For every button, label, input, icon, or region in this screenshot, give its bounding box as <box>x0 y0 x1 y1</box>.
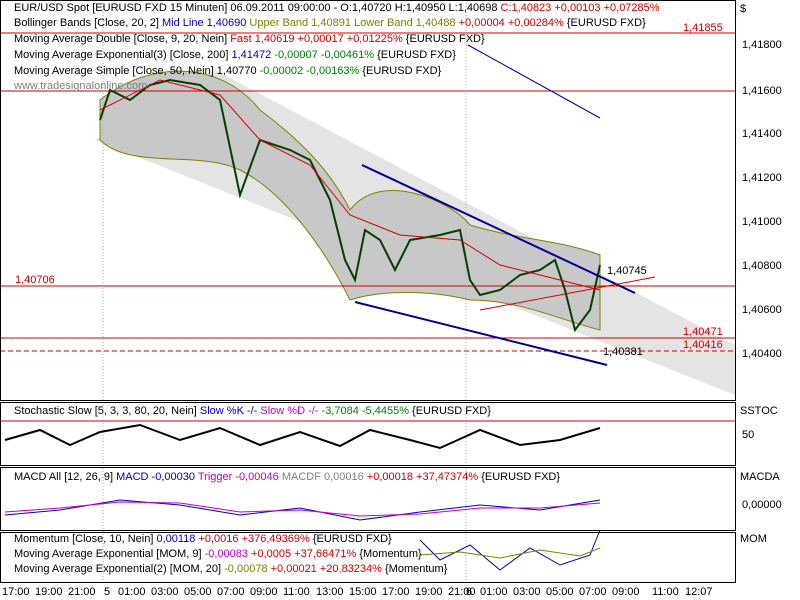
axis-label: 0,00000 <box>742 499 782 511</box>
time-label: 13:00 <box>316 586 344 598</box>
momentum-average <box>419 547 601 559</box>
level-labels: 1,41855 1,40706 1,40745 1,40471 1,40416 … <box>15 22 723 358</box>
time-label: 19:00 <box>35 586 63 598</box>
panel-name: SSTOC <box>740 405 778 417</box>
axis-label: 1,41200 <box>742 172 782 184</box>
level-label: 1,40706 <box>15 274 55 286</box>
legend-entry: Moving Average Exponential(2) [MOM, 20] … <box>14 563 448 575</box>
time-label: 21:00 <box>448 586 476 598</box>
time-label: 03:00 <box>513 586 541 598</box>
moving-average <box>99 79 601 291</box>
legend-entry: Moving Average Simple [Close, 50, Nein] … <box>14 65 442 77</box>
panel-name: MACDA <box>740 471 780 483</box>
legend-entry: EUR/USD Spot [EURUSD FXD 15 Minuten] 06.… <box>14 2 660 14</box>
panel-frame <box>0 467 736 531</box>
axis-label: 50 <box>742 429 754 441</box>
axis-label: 1,41800 <box>742 39 782 51</box>
time-label: 07:00 <box>217 586 245 598</box>
panel-frame <box>0 532 736 583</box>
time-label: 07:00 <box>579 586 607 598</box>
macd-line <box>4 499 601 521</box>
trend-line <box>479 276 656 311</box>
panel-name: MOM <box>740 533 767 545</box>
currency: $ <box>740 3 746 15</box>
momentum-line <box>419 529 601 571</box>
price-axis: 1,41800 1,41600 1,41400 1,41200 1,41000 … <box>742 39 782 360</box>
time-axis: 17:00 19:00 21:00 5 01:00 03:00 05:00 07:00 09:0… <box>2 586 713 598</box>
trend-line <box>467 44 601 119</box>
legend-entry: MACD All [12, 26, 9] MACD -0,00030 Trigg… <box>14 471 560 483</box>
level-label: 1,40416 <box>683 339 723 351</box>
time-label: 6 <box>466 586 472 598</box>
time-label: 11:00 <box>652 586 679 598</box>
level-label: 1,40745 <box>607 265 647 277</box>
axis-label: 1,40400 <box>742 348 782 360</box>
axis-label: 1,40800 <box>742 260 782 272</box>
trend-line <box>361 164 636 294</box>
time-label: 05:00 <box>184 586 212 598</box>
main-legend: EUR/USD Spot [EURUSD FXD 15 Minuten] 06.… <box>14 2 660 77</box>
time-label: 19:00 <box>415 586 443 598</box>
time-label: 01:00 <box>480 586 508 598</box>
level-label: 1,41855 <box>683 22 723 34</box>
legend-entry: Moving Average Double [Close, 9, 20, Nei… <box>14 33 485 45</box>
time-label: 03:00 <box>151 586 179 598</box>
time-label: 17:00 <box>382 586 410 598</box>
time-label: 05:00 <box>546 586 574 598</box>
time-label: 09:00 <box>612 586 640 598</box>
time-label: 12:07 <box>685 586 713 598</box>
trigger-line <box>4 501 601 517</box>
axis-label: 1,41600 <box>742 85 782 97</box>
bollinger-band <box>99 70 601 331</box>
time-label: 11:00 <box>283 586 310 598</box>
legend-entry: Moving Average Exponential(3) [Close, 20… <box>14 49 456 61</box>
time-label: 17:00 <box>2 586 30 598</box>
panel-frame <box>0 0 736 401</box>
stochastic-line <box>4 423 601 450</box>
legend-entry: Moving Average Exponential [MOM, 9] -0,0… <box>14 548 422 560</box>
axis-label: 1,41400 <box>742 128 782 140</box>
price-line <box>99 78 601 333</box>
legend-entry: Bollinger Bands [Close, 20, 2] Mid Line … <box>14 17 646 29</box>
time-label: 21:00 <box>68 586 96 598</box>
panel-frame <box>0 402 736 466</box>
legend-entry: Stochastic Slow [5, 3, 3, 80, 20, Nein] … <box>14 405 491 417</box>
time-label: 09:00 <box>250 586 278 598</box>
time-label: 15:00 <box>349 586 377 598</box>
time-label: 01:00 <box>118 586 146 598</box>
watermark: www.tradesignalonline.com <box>13 80 147 92</box>
axis-label: 1,41000 <box>742 216 782 228</box>
time-label: 5 <box>104 586 110 598</box>
level-label: 1,40471 <box>683 326 723 338</box>
level-label: 1,40381 <box>603 346 643 358</box>
axis-label: 1,40600 <box>742 304 782 316</box>
legend-entry: Momentum [Close, 10, Nein] 0,00118 +0,00… <box>14 533 392 545</box>
trend-line <box>354 301 608 366</box>
main-chart <box>0 0 735 582</box>
